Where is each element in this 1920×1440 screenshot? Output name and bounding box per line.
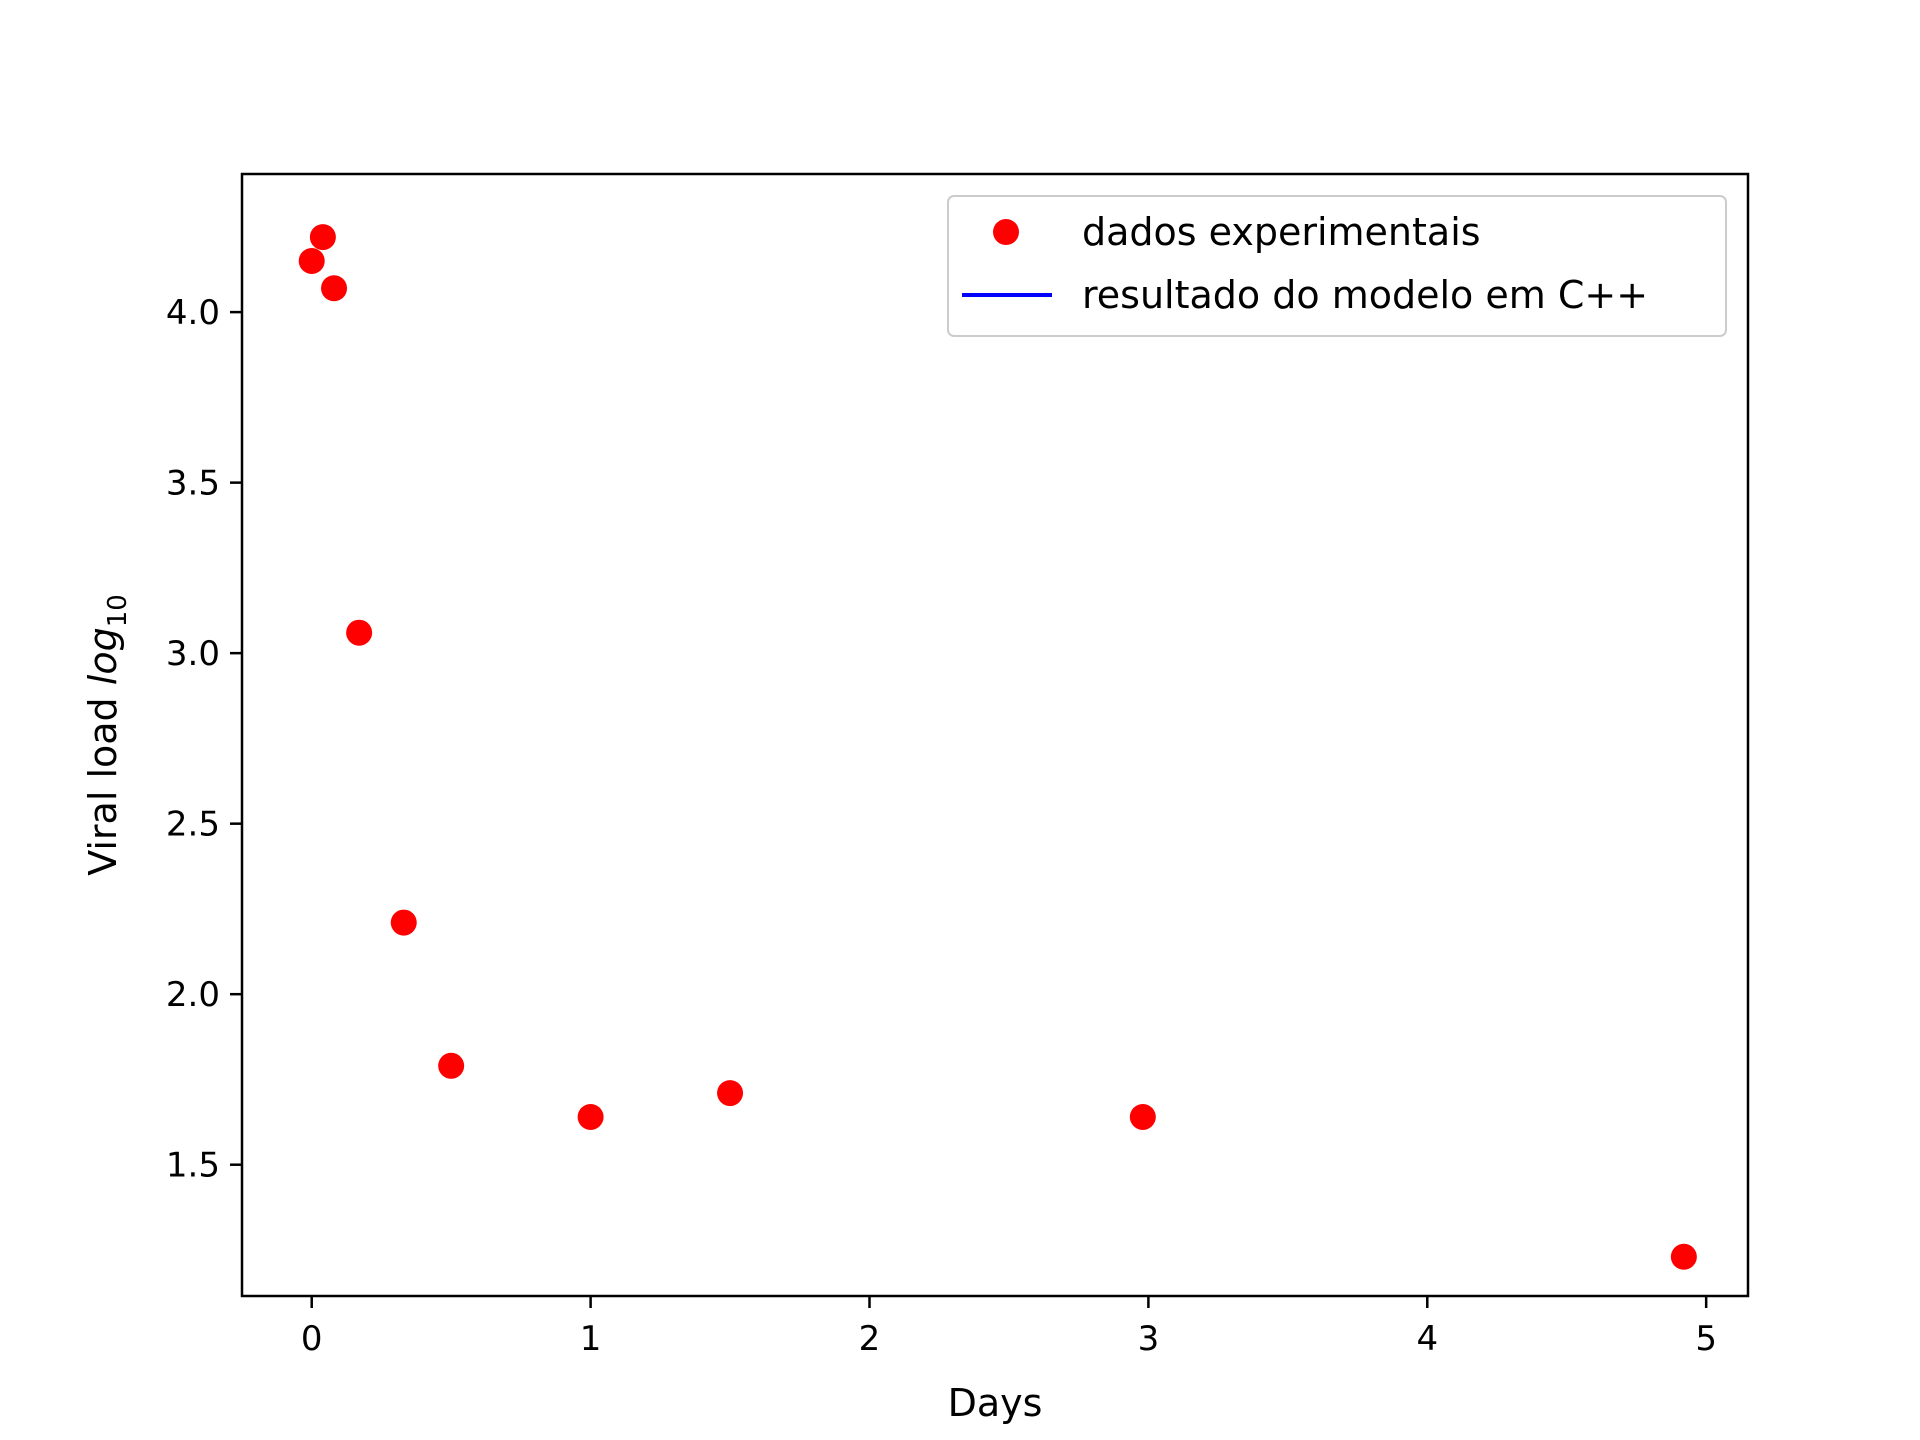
data-point — [390, 909, 417, 936]
x-axis-label: Days — [948, 1381, 1043, 1425]
data-point — [1129, 1103, 1156, 1130]
x-tick-label: 4 — [1416, 1319, 1438, 1359]
legend-label-dados-experimentais: dados experimentais — [1082, 210, 1481, 254]
legend: dados experimentais resultado do modelo … — [947, 195, 1727, 337]
plot-area: 0 1 2 3 4 5 1.5 2.0 2.5 3.0 3.5 4.0 — [166, 172, 1750, 1359]
x-tick-label: 3 — [1138, 1319, 1160, 1359]
data-point — [438, 1052, 465, 1079]
x-tick-label: 2 — [859, 1319, 881, 1359]
y-tick-label: 2.0 — [166, 975, 220, 1015]
data-points — [298, 224, 1697, 1270]
y-tick-label: 4.0 — [166, 293, 220, 333]
y-tick-label: 3.5 — [166, 464, 220, 504]
y-axis: 1.5 2.0 2.5 3.0 3.5 4.0 — [166, 293, 242, 1186]
axes-frame — [240, 172, 1750, 1298]
y-tick-label: 1.5 — [166, 1146, 220, 1186]
data-point — [298, 247, 325, 274]
legend-marker-dados-experimentais — [993, 219, 1019, 245]
data-point — [309, 224, 336, 251]
x-tick-label: 5 — [1695, 1319, 1717, 1359]
x-tick-label: 0 — [301, 1319, 323, 1359]
y-axis-label: Viral load log10 — [81, 594, 133, 876]
legend-frame — [947, 195, 1727, 337]
x-axis: 0 1 2 3 4 5 — [301, 1296, 1717, 1359]
data-point — [577, 1103, 604, 1130]
data-point — [346, 619, 373, 646]
legend-label-resultado-do-modelo: resultado do modelo em C++ — [1082, 273, 1648, 317]
data-point — [321, 275, 348, 302]
y-tick-label: 2.5 — [166, 805, 220, 845]
y-tick-label: 3.0 — [166, 634, 220, 674]
x-tick-label: 1 — [580, 1319, 602, 1359]
data-point — [1670, 1243, 1697, 1270]
data-point — [717, 1080, 744, 1107]
